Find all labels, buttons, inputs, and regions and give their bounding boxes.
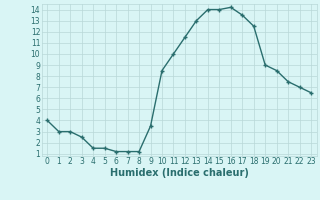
X-axis label: Humidex (Indice chaleur): Humidex (Indice chaleur) xyxy=(110,168,249,178)
